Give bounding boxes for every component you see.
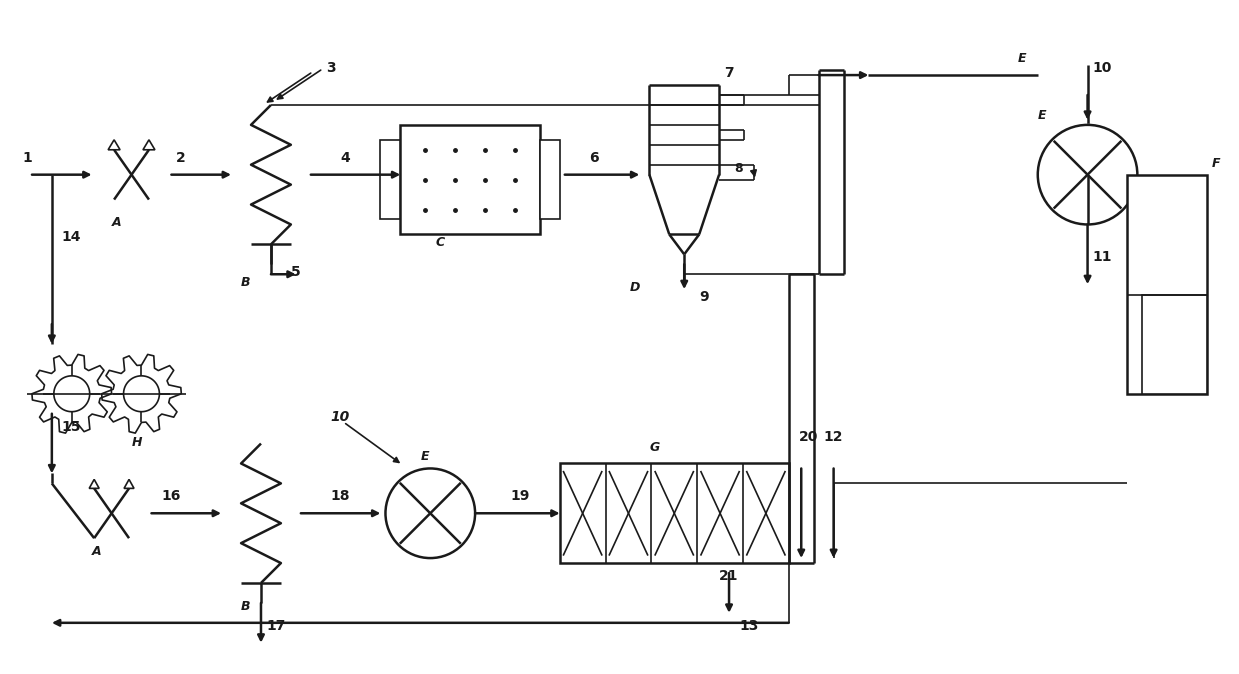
Text: 6: 6 <box>590 151 600 164</box>
Text: 10: 10 <box>331 410 349 424</box>
Circle shape <box>1038 125 1137 224</box>
Bar <box>1142 295 1207 394</box>
Text: 4: 4 <box>341 151 351 164</box>
Text: E: E <box>420 450 429 464</box>
Circle shape <box>385 468 475 558</box>
Text: 14: 14 <box>62 231 82 245</box>
Text: 3: 3 <box>326 61 336 75</box>
Bar <box>380 140 400 220</box>
Text: 11: 11 <box>1093 250 1113 264</box>
Text: 1: 1 <box>22 151 32 164</box>
Text: B: B <box>242 600 250 613</box>
Text: 10: 10 <box>1093 61 1111 75</box>
Bar <box>1127 175 1207 394</box>
Bar <box>560 464 789 563</box>
Bar <box>400 125 540 235</box>
Text: 17: 17 <box>266 619 285 633</box>
Text: A: A <box>92 545 102 558</box>
Text: 12: 12 <box>824 429 844 443</box>
Text: 21: 21 <box>719 569 738 583</box>
Text: E: E <box>1018 52 1026 65</box>
Text: 13: 13 <box>738 619 758 633</box>
Text: 7: 7 <box>724 66 733 80</box>
Text: D: D <box>629 281 639 294</box>
Text: 8: 8 <box>733 162 742 175</box>
Text: 20: 20 <box>799 429 818 443</box>
Text: E: E <box>1038 109 1046 122</box>
Text: F: F <box>1212 156 1220 170</box>
Text: 2: 2 <box>176 151 186 164</box>
Text: B: B <box>242 276 250 289</box>
Text: A: A <box>112 216 121 229</box>
Text: C: C <box>436 237 445 249</box>
Text: 18: 18 <box>331 489 351 503</box>
Text: 16: 16 <box>161 489 181 503</box>
Text: 5: 5 <box>291 266 301 279</box>
Text: 9: 9 <box>699 290 709 304</box>
Bar <box>540 140 560 220</box>
Text: 15: 15 <box>62 420 82 433</box>
Text: H: H <box>131 435 142 448</box>
Text: 19: 19 <box>510 489 529 503</box>
Text: G: G <box>649 441 659 454</box>
